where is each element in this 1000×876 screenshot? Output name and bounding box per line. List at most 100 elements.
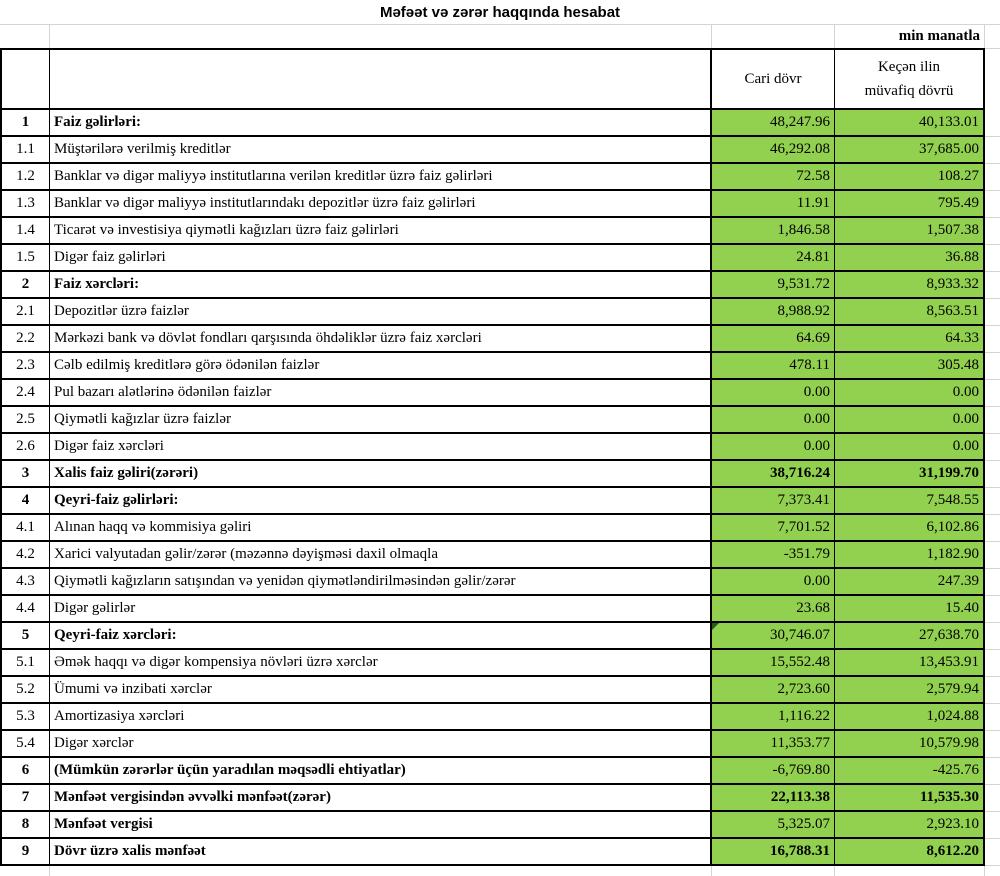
previous-value-cell[interactable]: 27,638.70 [835,623,985,650]
previous-value-cell[interactable]: 64.33 [835,326,985,353]
row-label-cell[interactable]: Alınan haqq və kommisiya gəliri [50,515,712,542]
row-number-cell[interactable]: 1.1 [0,137,50,164]
current-value-cell[interactable]: 8,988.92 [712,299,835,326]
current-value-cell[interactable]: -6,769.80 [712,758,835,785]
current-value-cell[interactable]: 1,116.22 [712,704,835,731]
row-number-cell[interactable]: 5.3 [0,704,50,731]
previous-value-cell[interactable]: 0.00 [835,407,985,434]
row-label-cell[interactable]: Ümumi və inzibati xərclər [50,677,712,704]
previous-value-cell[interactable]: 6,102.86 [835,515,985,542]
header-label-cell[interactable] [50,48,712,110]
row-label-cell[interactable]: Amortizasiya xərcləri [50,704,712,731]
current-value-cell[interactable]: 11,353.77 [712,731,835,758]
row-label-cell[interactable]: Qeyri-faiz xərcləri: [50,623,712,650]
previous-value-cell[interactable]: 8,612.20 [835,839,985,866]
row-number-cell[interactable]: 4.3 [0,569,50,596]
row-number-cell[interactable]: 8 [0,812,50,839]
row-label-cell[interactable]: Digər gəlirlər [50,596,712,623]
row-label-cell[interactable]: Qiymətli kağızların satışından və yenidə… [50,569,712,596]
row-number-cell[interactable]: 1 [0,110,50,137]
row-number-cell[interactable]: 2.6 [0,434,50,461]
previous-value-cell[interactable]: 2,579.94 [835,677,985,704]
row-label-cell[interactable]: Mənfəət vergisindən əvvəlki mənfəət(zərə… [50,785,712,812]
row-label-cell[interactable]: Qiymətli kağızlar üzrə faizlər [50,407,712,434]
row-label-cell[interactable]: Qeyri-faiz gəlirləri: [50,488,712,515]
previous-value-cell[interactable]: 247.39 [835,569,985,596]
row-label-cell[interactable]: Digər faiz gəlirləri [50,245,712,272]
current-value-cell[interactable]: 11.91 [712,191,835,218]
row-label-cell[interactable]: Ticarət və investisiya qiymətli kağızlar… [50,218,712,245]
row-label-cell[interactable]: Cəlb edilmiş kreditlərə görə ödənilən fa… [50,353,712,380]
row-label-cell[interactable]: Xarici valyutadan gəlir/zərər (məzənnə d… [50,542,712,569]
current-value-cell[interactable]: 30,746.07 [712,623,835,650]
current-value-cell[interactable]: -351.79 [712,542,835,569]
row-number-cell[interactable]: 7 [0,785,50,812]
row-label-cell[interactable]: Banklar və digər maliyyə institutlarında… [50,191,712,218]
previous-period-header[interactable]: Keçən ilin müvafiq dövrü [835,48,985,110]
row-number-cell[interactable]: 1.2 [0,164,50,191]
row-number-cell[interactable]: 4.1 [0,515,50,542]
previous-value-cell[interactable]: 36.88 [835,245,985,272]
current-value-cell[interactable]: 0.00 [712,434,835,461]
row-number-cell[interactable]: 6 [0,758,50,785]
row-number-cell[interactable]: 5.1 [0,650,50,677]
previous-value-cell[interactable]: 0.00 [835,380,985,407]
current-value-cell[interactable]: 22,113.38 [712,785,835,812]
row-number-cell[interactable]: 2.3 [0,353,50,380]
row-label-cell[interactable]: Əmək haqqı və digər kompensiya növləri ü… [50,650,712,677]
row-number-cell[interactable]: 4.4 [0,596,50,623]
row-label-cell[interactable]: Dövr üzrə xalis mənfəət [50,839,712,866]
row-label-cell[interactable]: Xalis faiz gəliri(zərəri) [50,461,712,488]
row-number-cell[interactable]: 1.3 [0,191,50,218]
current-period-header[interactable]: Cari dövr [712,48,835,110]
row-label-cell[interactable]: Faiz xərcləri: [50,272,712,299]
previous-value-cell[interactable]: 37,685.00 [835,137,985,164]
row-label-cell[interactable]: Banklar və digər maliyyə institutlarına … [50,164,712,191]
current-value-cell[interactable]: 7,373.41 [712,488,835,515]
row-number-cell[interactable]: 5.4 [0,731,50,758]
row-number-cell[interactable]: 9 [0,839,50,866]
row-number-cell[interactable]: 1.5 [0,245,50,272]
previous-value-cell[interactable]: 2,923.10 [835,812,985,839]
current-value-cell[interactable]: 7,701.52 [712,515,835,542]
current-value-cell[interactable]: 15,552.48 [712,650,835,677]
previous-value-cell[interactable]: 1,507.38 [835,218,985,245]
current-value-cell[interactable]: 0.00 [712,380,835,407]
current-value-cell[interactable]: 5,325.07 [712,812,835,839]
current-value-cell[interactable]: 1,846.58 [712,218,835,245]
row-number-cell[interactable]: 2 [0,272,50,299]
current-value-cell[interactable]: 478.11 [712,353,835,380]
row-number-cell[interactable]: 4.2 [0,542,50,569]
previous-value-cell[interactable]: 305.48 [835,353,985,380]
row-number-cell[interactable]: 3 [0,461,50,488]
previous-value-cell[interactable]: 1,024.88 [835,704,985,731]
current-value-cell[interactable]: 9,531.72 [712,272,835,299]
previous-value-cell[interactable]: 1,182.90 [835,542,985,569]
row-label-cell[interactable]: Faiz gəlirləri: [50,110,712,137]
row-number-cell[interactable]: 2.1 [0,299,50,326]
current-value-cell[interactable]: 72.58 [712,164,835,191]
previous-value-cell[interactable]: 10,579.98 [835,731,985,758]
row-label-cell[interactable]: Digər xərclər [50,731,712,758]
header-number-cell[interactable] [0,48,50,110]
row-label-cell[interactable]: Pul bazarı alətlərinə ödənilən faizlər [50,380,712,407]
current-value-cell[interactable]: 46,292.08 [712,137,835,164]
current-value-cell[interactable]: 48,247.96 [712,110,835,137]
row-label-cell[interactable]: Mənfəət vergisi [50,812,712,839]
previous-value-cell[interactable]: 40,133.01 [835,110,985,137]
previous-value-cell[interactable]: 15.40 [835,596,985,623]
row-label-cell[interactable]: Mərkəzi bank və dövlət fondları qarşısın… [50,326,712,353]
row-label-cell[interactable]: Depozitlər üzrə faizlər [50,299,712,326]
row-label-cell[interactable]: (Mümkün zərərlər üçün yaradılan məqsədli… [50,758,712,785]
previous-value-cell[interactable]: 8,563.51 [835,299,985,326]
previous-value-cell[interactable]: 0.00 [835,434,985,461]
row-number-cell[interactable]: 4 [0,488,50,515]
previous-value-cell[interactable]: 108.27 [835,164,985,191]
row-number-cell[interactable]: 2.4 [0,380,50,407]
current-value-cell[interactable]: 24.81 [712,245,835,272]
row-number-cell[interactable]: 5 [0,623,50,650]
row-label-cell[interactable]: Müştərilərə verilmiş kreditlər [50,137,712,164]
current-value-cell[interactable]: 0.00 [712,569,835,596]
current-value-cell[interactable]: 23.68 [712,596,835,623]
current-value-cell[interactable]: 0.00 [712,407,835,434]
